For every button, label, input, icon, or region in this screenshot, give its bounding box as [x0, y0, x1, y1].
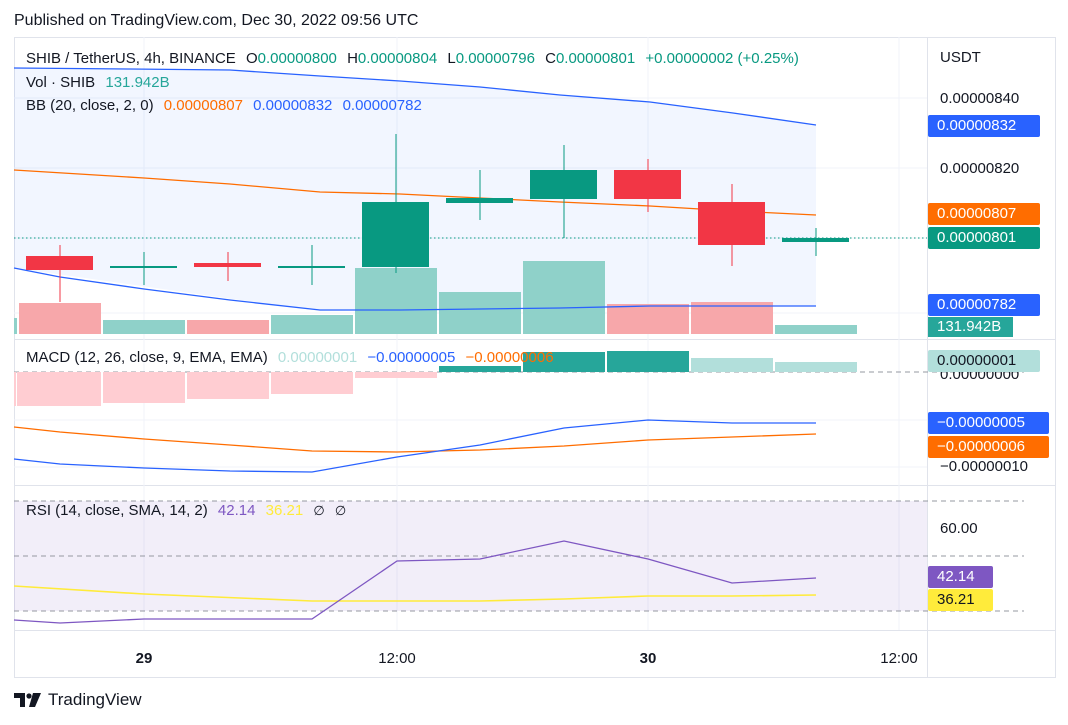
- bb-basis-value: 0.00000807: [163, 97, 243, 114]
- open-label: O: [245, 50, 258, 67]
- macd-signal-tag: −0.00000006: [928, 436, 1049, 458]
- rsi-sma-line: [13, 585, 817, 602]
- bb-lower-tag: 0.00000782: [928, 294, 1040, 316]
- bb-label: BB (20, close, 2, 0): [26, 97, 154, 114]
- time-tick: 29: [135, 650, 153, 667]
- candlesticks: [26, 134, 849, 302]
- symbol-label[interactable]: SHIB / TetherUS, 4h, BINANCE: [26, 50, 236, 67]
- close-label: C: [545, 50, 556, 67]
- time-tick: 12:00: [880, 650, 918, 667]
- tradingview-footer[interactable]: TradingView: [14, 690, 142, 710]
- bb-upper-line: [13, 67, 817, 126]
- bb-legend[interactable]: BB (20, close, 2, 0) 0.00000807 0.000008…: [26, 97, 428, 114]
- rsi-na-2: ∅: [334, 503, 347, 518]
- macd-line: [13, 419, 816, 473]
- time-tick: 30: [639, 650, 657, 667]
- main-legend: SHIB / TetherUS, 4h, BINANCE O0.00000800…: [26, 50, 805, 67]
- rsi-band-lines: [14, 500, 1024, 612]
- rsi-tick: 60.00: [940, 520, 978, 537]
- macd-label: MACD (12, 26, close, 9, EMA, EMA): [26, 349, 268, 366]
- macd-tag: −0.00000005: [928, 412, 1049, 434]
- close-value: 0.00000801: [555, 50, 636, 67]
- bb-basis-tag: 0.00000807: [928, 203, 1040, 225]
- macd-value: −0.00000005: [367, 349, 456, 366]
- volume-legend[interactable]: Vol · SHIB 131.942B: [26, 74, 176, 91]
- rsi-value: 42.14: [217, 502, 256, 519]
- rsi-line: [13, 540, 817, 624]
- bb-basis-line: [13, 169, 817, 216]
- rsi-sma-tag: 36.21: [928, 589, 993, 611]
- bb-lower-line: [13, 267, 816, 311]
- low-label: L: [447, 50, 456, 67]
- bb-band-fill: [14, 68, 816, 311]
- tradingview-logo-icon: [14, 693, 41, 707]
- volume-label: Vol · SHIB: [26, 74, 96, 91]
- bb-upper-value: 0.00000832: [253, 97, 333, 114]
- macd-hist-tag: 0.00000001: [928, 350, 1040, 372]
- rsi-label: RSI (14, close, SMA, 14, 2): [26, 502, 208, 519]
- volume-bars: [14, 261, 857, 334]
- macd-tick: −0.00000010: [940, 458, 1029, 475]
- bb-upper-tag: 0.00000832: [928, 115, 1040, 137]
- price-tick: 0.00000820: [940, 160, 1020, 177]
- chart-frame: [14, 37, 1056, 678]
- rsi-tag: 42.14: [928, 566, 993, 588]
- rsi-na-1: ∅: [313, 503, 325, 518]
- open-value: 0.00000800: [257, 50, 337, 67]
- high-label: H: [347, 50, 358, 67]
- volume-tag: 131.942B: [928, 317, 1013, 337]
- change-value: +0.00000002 (+0.25%): [645, 50, 799, 67]
- macd-legend[interactable]: MACD (12, 26, close, 9, EMA, EMA) 0.0000…: [26, 349, 560, 366]
- macd-hist-value: 0.00000001: [277, 349, 358, 366]
- high-value: 0.00000804: [357, 50, 438, 67]
- currency-label[interactable]: USDT: [940, 49, 981, 66]
- volume-value: 131.942B: [105, 74, 170, 91]
- macd-signal-line: [13, 426, 817, 453]
- macd-signal-value: −0.00000006: [465, 349, 554, 366]
- last-price-tag: 0.00000801: [928, 227, 1040, 249]
- macd-histogram: [14, 351, 857, 406]
- low-value: 0.00000796: [455, 50, 535, 67]
- rsi-legend[interactable]: RSI (14, close, SMA, 14, 2) 42.14 36.21 …: [26, 502, 352, 519]
- bb-lower-value: 0.00000782: [342, 97, 422, 114]
- price-tick: 0.00000840: [940, 90, 1020, 107]
- rsi-sma-value: 36.21: [265, 502, 304, 519]
- time-tick: 12:00: [378, 650, 416, 667]
- published-caption: Published on TradingView.com, Dec 30, 20…: [14, 12, 419, 29]
- tradingview-brand: TradingView: [48, 690, 142, 709]
